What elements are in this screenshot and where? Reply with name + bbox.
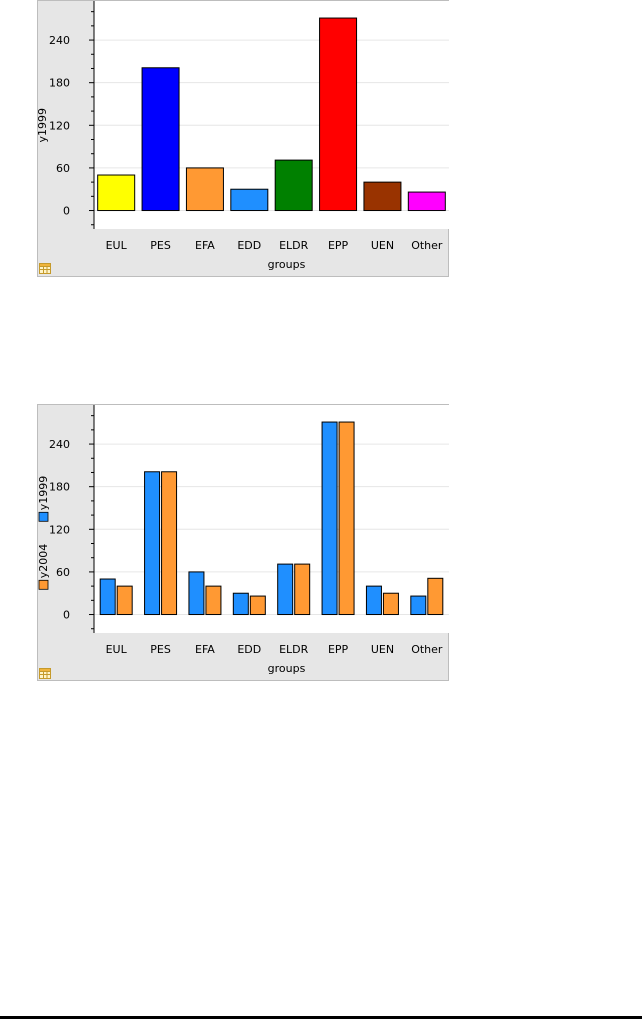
bar-pes-y2004[interactable]: [161, 471, 178, 616]
y-tick-label: 180: [49, 77, 70, 90]
bar-epp-y1999[interactable]: [321, 421, 338, 616]
x-category-label: EPP: [328, 643, 349, 656]
x-category-label: Other: [411, 239, 443, 252]
x-axis-title: groups: [268, 258, 306, 271]
bar-edd[interactable]: [230, 188, 269, 212]
bar-chart-y1999: 0 60 120 180 240 EUL PES EFA EDD ELDR EPP UEN Other g…: [36, 1, 449, 271]
legend: y1999 y2004: [37, 476, 50, 590]
bar-eul-y1999[interactable]: [99, 578, 116, 616]
x-category-label: EDD: [237, 239, 261, 252]
y-tick-label: 180: [49, 481, 70, 494]
bar-uen-y2004[interactable]: [382, 592, 399, 616]
bar-eul-y2004[interactable]: [116, 585, 133, 616]
bar-efa[interactable]: [185, 167, 224, 212]
bar-chart-y1999-y2004: 0 60 120 180 240 EUL PES EFA EDD ELDR EPP UEN Other g…: [37, 405, 449, 675]
y-tick-label: 60: [56, 162, 70, 175]
y-tick-label: 60: [56, 566, 70, 579]
x-category-label: ELDR: [279, 643, 309, 656]
x-axis-title: groups: [268, 662, 306, 675]
bar-eldr-y1999[interactable]: [277, 563, 294, 616]
y-tick-label: 120: [49, 523, 70, 536]
x-category-label: UEN: [371, 643, 394, 656]
bar-eldr-y2004[interactable]: [294, 563, 311, 616]
bar-edd-y2004[interactable]: [249, 595, 266, 616]
chart-panel-1: 0 60 120 180 240 EUL PES EFA EDD ELDR EPP UEN Other g…: [36, 0, 449, 277]
table-icon[interactable]: [39, 263, 51, 274]
bar-efa-y2004[interactable]: [205, 585, 222, 616]
y-tick-label: 120: [49, 119, 70, 132]
y-axis-title: y1999: [36, 108, 49, 143]
bar-eul[interactable]: [97, 174, 136, 212]
x-category-label: EDD: [237, 643, 261, 656]
x-category-label: EPP: [328, 239, 349, 252]
bar-other[interactable]: [407, 191, 446, 212]
x-category-label: PES: [150, 643, 171, 656]
bar-uen[interactable]: [363, 181, 402, 212]
legend-swatch-y2004: [38, 579, 49, 590]
bar-uen-y1999[interactable]: [365, 585, 382, 616]
y-tick-label: 240: [49, 438, 70, 451]
bar-eldr[interactable]: [274, 159, 313, 212]
x-category-label: EFA: [195, 239, 215, 252]
x-category-label: Other: [411, 643, 443, 656]
bar-pes-y1999[interactable]: [144, 471, 161, 616]
chart-panel-2: 0 60 120 180 240 EUL PES EFA EDD ELDR EPP UEN Other g…: [37, 404, 449, 681]
page-bottom-rule: [0, 1016, 642, 1019]
bar-epp[interactable]: [319, 17, 358, 212]
bar-epp-y2004[interactable]: [338, 421, 355, 616]
x-category-label: PES: [150, 239, 171, 252]
y-tick-label: 0: [63, 205, 70, 218]
x-category-label: UEN: [371, 239, 394, 252]
x-category-label: ELDR: [279, 239, 309, 252]
legend-swatch-y1999: [38, 511, 49, 522]
legend-label-y2004: y2004: [37, 544, 50, 579]
legend-label-y1999: y1999: [37, 476, 50, 511]
y-tick-label: 0: [63, 609, 70, 622]
x-category-label: EFA: [195, 643, 215, 656]
bar-efa-y1999[interactable]: [188, 571, 205, 616]
y-tick-label: 240: [49, 34, 70, 47]
table-icon[interactable]: [39, 668, 51, 679]
x-category-label: EUL: [106, 643, 128, 656]
x-category-label: EUL: [106, 239, 128, 252]
bar-other-y1999[interactable]: [410, 595, 427, 616]
bar-edd-y1999[interactable]: [232, 592, 249, 616]
bar-other-y2004[interactable]: [427, 577, 444, 616]
bar-pes[interactable]: [141, 67, 180, 212]
